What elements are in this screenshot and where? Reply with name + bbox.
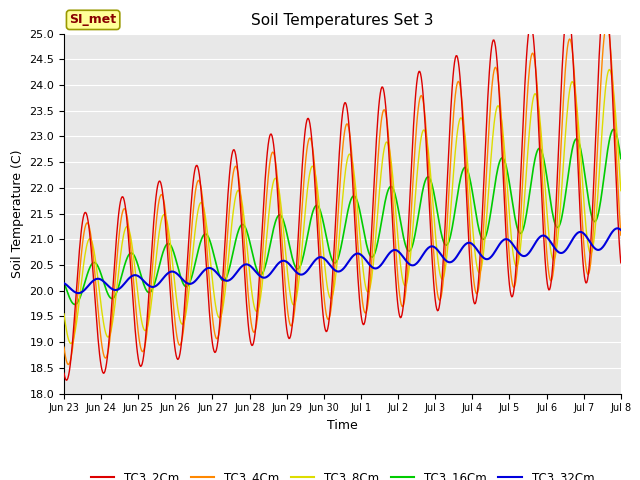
Y-axis label: Soil Temperature (C): Soil Temperature (C) xyxy=(11,149,24,278)
Title: Soil Temperatures Set 3: Soil Temperatures Set 3 xyxy=(251,13,434,28)
Text: SI_met: SI_met xyxy=(70,13,116,26)
Legend: TC3_2Cm, TC3_4Cm, TC3_8Cm, TC3_16Cm, TC3_32Cm: TC3_2Cm, TC3_4Cm, TC3_8Cm, TC3_16Cm, TC3… xyxy=(86,466,599,480)
X-axis label: Time: Time xyxy=(327,419,358,432)
